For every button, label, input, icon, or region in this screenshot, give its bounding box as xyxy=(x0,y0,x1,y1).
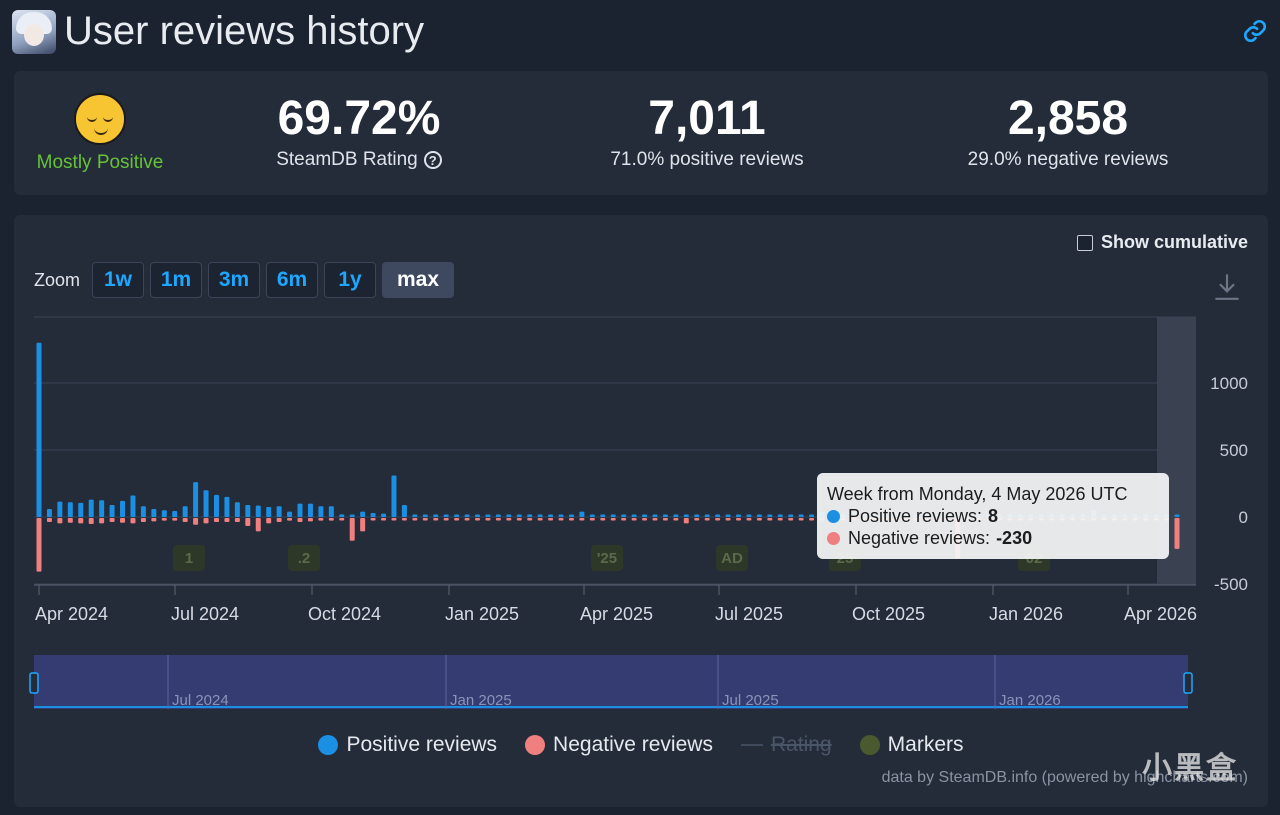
positive-label: 71.0% positive reviews xyxy=(610,149,804,170)
watermark: 小黑盒 xyxy=(1142,752,1238,785)
zoom-max-button[interactable]: max xyxy=(382,262,455,298)
rating-label: SteamDB Rating xyxy=(276,149,418,170)
negative-summary: 2,858 29.0% negative reviews xyxy=(943,71,1193,195)
tooltip-negative-value: -230 xyxy=(996,528,1033,548)
positive-dot-icon xyxy=(318,735,339,755)
legend-positive-label: Positive reviews xyxy=(346,733,498,756)
positive-summary: 7,011 71.0% positive reviews xyxy=(582,71,832,195)
cumulative-checkbox[interactable] xyxy=(1076,234,1093,251)
tooltip-negative-dot xyxy=(827,531,840,545)
legend-rating[interactable]: Rating xyxy=(740,733,832,757)
negative-label: 29.0% negative reviews xyxy=(967,149,1169,170)
legend-markers-label: Markers xyxy=(887,733,964,756)
chart-tooltip: Week from Monday, 4 May 2026 UTC Positiv… xyxy=(817,473,1169,559)
zoom-1w-button[interactable]: 1w xyxy=(92,262,145,298)
steamdb-rating: 69.72% SteamDB Rating ? xyxy=(234,71,484,195)
zoom-1y-button[interactable]: 1y xyxy=(324,262,377,298)
app-avatar xyxy=(12,10,56,54)
help-icon[interactable]: ? xyxy=(423,151,442,169)
rating-summary: Mostly Positive 69.72% SteamDB Rating ? … xyxy=(14,71,1268,195)
negative-count: 2,858 xyxy=(1007,92,1129,145)
legend-markers[interactable]: Markers xyxy=(859,733,964,757)
rating-verdict: Mostly Positive xyxy=(36,152,164,173)
tooltip-heading: Week from Monday, 4 May 2026 UTC xyxy=(827,484,1128,504)
tooltip-positive-label: Positive reviews: xyxy=(848,506,983,526)
cumulative-label: Show cumulative xyxy=(1100,232,1248,252)
relieved-face-icon xyxy=(74,93,126,145)
download-icon[interactable] xyxy=(1214,273,1240,301)
rating-line-icon xyxy=(740,744,763,746)
negative-dot-icon xyxy=(525,735,546,755)
rating-value: 69.72% xyxy=(277,92,441,145)
tooltip-positive-dot xyxy=(827,509,840,523)
chart-legend: Positive reviews Negative reviews Rating… xyxy=(14,733,1268,757)
legend-rating-label: Rating xyxy=(770,733,832,756)
link-icon[interactable] xyxy=(1242,18,1268,44)
page-title: User reviews history xyxy=(64,9,425,53)
show-cumulative-toggle[interactable]: Show cumulative xyxy=(1076,232,1248,253)
legend-positive[interactable]: Positive reviews xyxy=(318,733,497,757)
tooltip-negative-label: Negative reviews: xyxy=(848,528,991,548)
positive-count: 7,011 xyxy=(648,92,766,145)
zoom-6m-button[interactable]: 6m xyxy=(266,262,319,298)
tooltip-positive-value: 8 xyxy=(988,506,999,526)
zoom-controls: Zoom 1w 1m 3m 6m 1y max xyxy=(34,262,455,298)
zoom-label: Zoom xyxy=(34,269,81,290)
legend-negative[interactable]: Negative reviews xyxy=(525,733,713,757)
zoom-3m-button[interactable]: 3m xyxy=(208,262,261,298)
zoom-1m-button[interactable]: 1m xyxy=(150,262,203,298)
legend-negative-label: Negative reviews xyxy=(553,733,713,756)
page-header: User reviews history xyxy=(12,8,1268,58)
markers-dot-icon xyxy=(859,735,880,755)
chart-credit[interactable]: data by SteamDB.info (powered by highcha… xyxy=(881,769,1248,786)
